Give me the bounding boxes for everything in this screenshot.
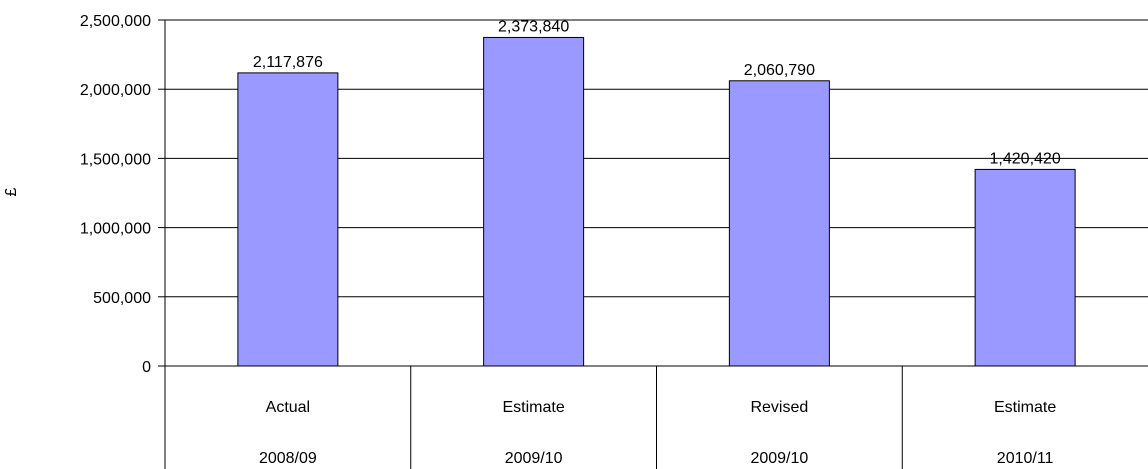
bar-value-label: 1,420,420 <box>990 150 1061 167</box>
x-category-year-label: 2009/10 <box>750 450 808 467</box>
y-tick-label: 2,500,000 <box>80 13 151 30</box>
x-category-label: Estimate <box>503 399 565 416</box>
x-category-year-label: 2009/10 <box>505 450 563 467</box>
bar-value-label: 2,117,876 <box>253 54 323 71</box>
x-category-year-label: 2008/09 <box>259 450 317 467</box>
y-tick-label: 1,000,000 <box>80 221 151 238</box>
labels: 0 500,000 1,000,000 1,500,000 2,000,000 2,500… <box>80 13 1061 467</box>
y-tick-label: 2,000,000 <box>80 82 151 99</box>
bar <box>483 36 585 367</box>
bar-value-label: 2,060,790 <box>744 62 815 79</box>
bar <box>237 72 339 367</box>
bars <box>237 36 1076 367</box>
y-tick-label: 0 <box>142 359 151 376</box>
x-category-label: Revised <box>750 399 808 416</box>
bar-value-label: 2,373,840 <box>498 18 569 35</box>
y-axis-title: £ <box>3 187 20 196</box>
y-tick-label: 1,500,000 <box>80 151 151 168</box>
x-category-label: Estimate <box>994 399 1056 416</box>
y-tick-label: 500,000 <box>93 290 151 307</box>
axes <box>158 19 1148 469</box>
bar <box>728 80 830 367</box>
x-category-label: Actual <box>266 399 310 416</box>
x-category-year-label: 2010/11 <box>997 450 1054 467</box>
bar <box>974 168 1076 367</box>
